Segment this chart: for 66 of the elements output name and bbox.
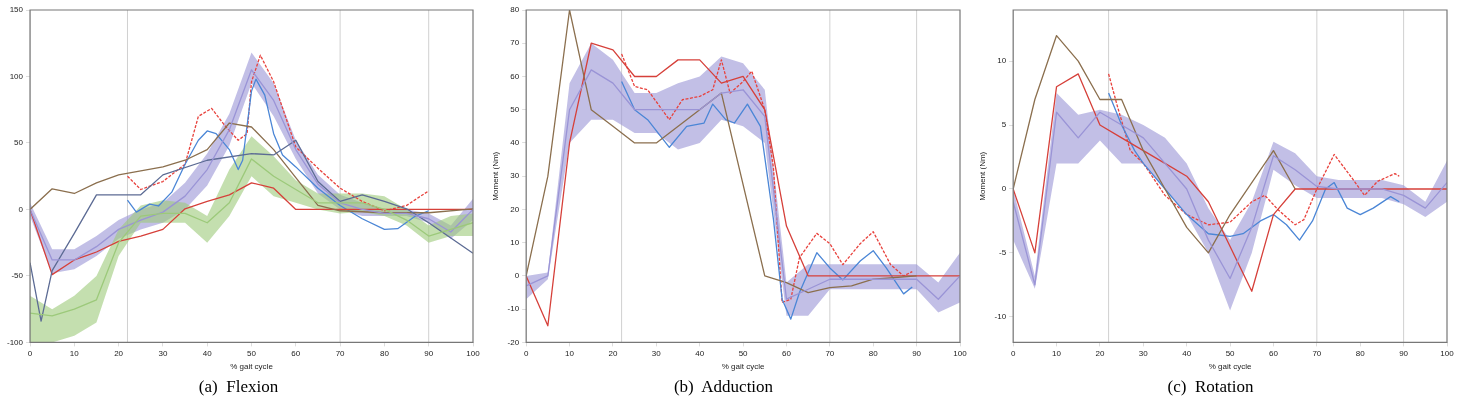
- text: (c) Rotation: [1167, 377, 1254, 397]
- y-tick-label: 0: [514, 271, 520, 281]
- x-axis-title: % gait cycle: [1208, 362, 1252, 371]
- y-tick-label: 30: [510, 171, 520, 181]
- x-tick-label: 100: [953, 349, 968, 359]
- x-tick-label: 70: [825, 349, 835, 359]
- y-tick-label: 10: [997, 56, 1007, 66]
- y-tick-label: 150: [9, 5, 24, 15]
- y-tick-label: 40: [510, 138, 520, 148]
- x-tick-label: 0: [27, 349, 33, 359]
- y-tick-label: 60: [510, 71, 520, 81]
- x-tick-label: 90: [912, 349, 922, 359]
- y-tick-label: 0: [1001, 184, 1007, 194]
- x-tick-label: 20: [114, 349, 124, 359]
- x-tick-label: 50: [247, 349, 257, 359]
- x-tick-label: 60: [1269, 349, 1279, 359]
- x-tick-label: 20: [608, 349, 618, 359]
- y-tick-label: 70: [510, 38, 520, 48]
- x-tick-label: 40: [1182, 349, 1192, 359]
- text: (a) Flexion: [198, 377, 279, 397]
- x-tick-label: 0: [1010, 349, 1016, 359]
- x-tick-label: 30: [158, 349, 168, 359]
- y-tick-label: -20: [507, 337, 520, 347]
- x-tick-label: 10: [69, 349, 80, 359]
- x-tick-label: 10: [565, 349, 575, 359]
- x-tick-label: 0: [523, 349, 529, 359]
- y-tick-label: -5: [999, 248, 1007, 258]
- x-tick-label: 50: [738, 349, 749, 359]
- x-tick-label: 50: [1225, 349, 1236, 359]
- x-tick-label: 20: [1095, 349, 1105, 359]
- y-tick-label: -10: [994, 312, 1007, 322]
- y-tick-label: -100: [7, 337, 24, 347]
- x-tick-label: 10: [1052, 349, 1062, 359]
- line-series: [620, 53, 913, 304]
- line-series: [1107, 73, 1400, 226]
- y-tick-label: -50: [11, 271, 24, 281]
- x-tick-label: 30: [651, 349, 662, 359]
- y-tick-label: 10: [510, 237, 520, 247]
- x-tick-label: 30: [1138, 349, 1149, 359]
- y-tick-label: 50: [14, 138, 24, 148]
- y-tick-label: 100: [9, 71, 24, 81]
- y-tick-label: 0: [18, 204, 24, 214]
- x-tick-label: 90: [1399, 349, 1409, 359]
- x-axis-title: % gait cycle: [721, 362, 765, 371]
- x-tick-label: 70: [335, 349, 346, 359]
- y-tick-label: -10: [507, 304, 520, 314]
- x-tick-label: 100: [466, 349, 481, 359]
- y-tick-label: 20: [510, 204, 520, 214]
- x-tick-label: 80: [868, 349, 879, 359]
- y-tick-label: 50: [510, 104, 520, 114]
- y-tick-label: 5: [1001, 120, 1007, 130]
- x-tick-label: 60: [782, 349, 792, 359]
- x-tick-label: 80: [1355, 349, 1366, 359]
- y-axis-title: Moment (Nm): [978, 151, 987, 201]
- x-tick-label: 40: [695, 349, 705, 359]
- y-tick-label: 80: [510, 5, 520, 15]
- x-tick-label: 100: [1440, 349, 1455, 359]
- y-axis-title: Moment (Nm): [491, 151, 500, 201]
- x-axis-title: % gait cycle: [230, 362, 274, 371]
- x-tick-label: 80: [379, 349, 390, 359]
- x-tick-label: 40: [202, 349, 213, 359]
- x-tick-label: 90: [424, 349, 434, 359]
- line-series: [126, 54, 430, 212]
- text: (b) Adduction: [673, 377, 774, 397]
- x-tick-label: 60: [291, 349, 301, 359]
- x-tick-label: 70: [1312, 349, 1322, 359]
